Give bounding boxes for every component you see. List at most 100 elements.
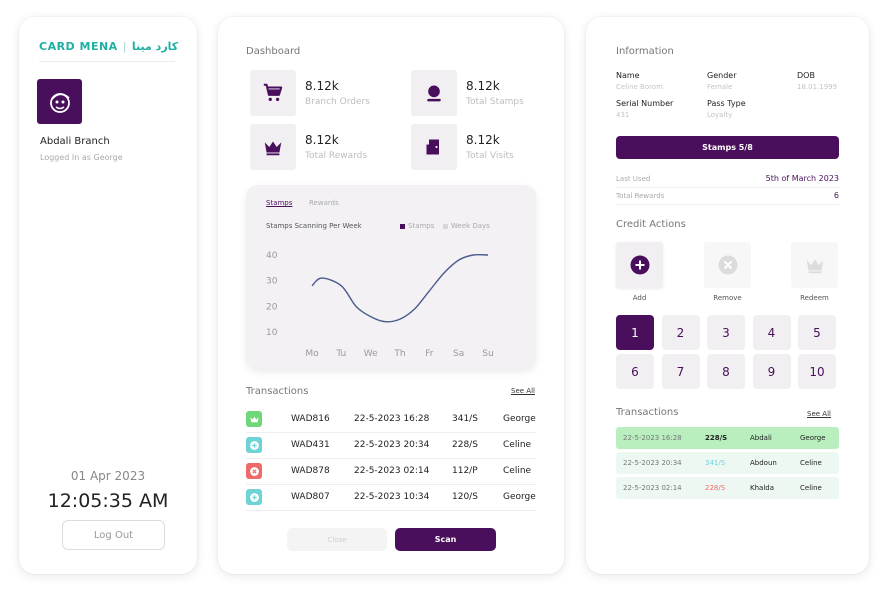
- customer-transaction-date: 22-5-2023 02:14: [623, 484, 682, 492]
- current-time: 12:05:35 AM: [47, 490, 169, 512]
- customer-see-all-link[interactable]: See All: [807, 410, 831, 418]
- branch-panel: CARD MENA | كارد مينا Abdali Branch Logg…: [19, 17, 197, 574]
- logo-separator: |: [122, 39, 127, 53]
- stamp-count-2-button[interactable]: 2: [661, 315, 700, 350]
- stamp-count-6-button[interactable]: 6: [616, 354, 654, 389]
- close-button[interactable]: Close: [287, 528, 387, 551]
- stamp-count-5-button[interactable]: 5: [798, 315, 836, 350]
- customer-transaction-amount: 228/S: [705, 434, 728, 442]
- y-tick-label: 20: [266, 302, 278, 312]
- x-tick-label: We: [364, 349, 378, 359]
- customer-transaction-row[interactable]: 22-5-2023 02:14 228/S Khalda Celine: [616, 477, 839, 499]
- transaction-date: 22-5-2023 02:14: [354, 466, 430, 476]
- plus-icon: [630, 255, 649, 275]
- x-tick-label: Sa: [453, 349, 464, 359]
- tab-stamps[interactable]: Stamps: [266, 199, 293, 207]
- total-visits-label: Total Visits: [466, 151, 514, 161]
- add-label: Add: [632, 294, 647, 302]
- legend-week-days: Week Days: [443, 222, 490, 230]
- transaction-row[interactable]: WAD878 22-5-2023 02:14 112/P Celine: [246, 459, 536, 485]
- transaction-customer: Celine: [503, 466, 532, 476]
- customer-transaction-row[interactable]: 22-5-2023 20:34 341/S Abdoun Celine: [616, 452, 839, 474]
- plus-icon: [246, 489, 262, 505]
- transaction-customer: George: [503, 414, 536, 424]
- plus-icon: [246, 437, 262, 453]
- dob-label: DOB: [797, 71, 815, 80]
- customer-transactions-title: Transactions: [616, 407, 679, 418]
- door-icon: [411, 124, 457, 170]
- transaction-row[interactable]: WAD431 22-5-2023 20:34 228/S Celine: [246, 433, 536, 459]
- stamp-count-10-button[interactable]: 10: [798, 354, 836, 389]
- dashboard-panel: Dashboard 8.12k Branch Orders 8.12k Tota…: [218, 17, 564, 574]
- transaction-date: 22-5-2023 20:34: [354, 440, 430, 450]
- total-rewards-row-label: Total Rewards: [616, 192, 665, 200]
- legend-label-stamps: Stamps: [408, 222, 435, 230]
- last-used-label: Last Used: [616, 175, 651, 183]
- total-visits-value: 8.12k: [466, 133, 500, 147]
- legend-label-week-days: Week Days: [451, 222, 490, 230]
- transaction-amount: 112/P: [452, 466, 478, 476]
- see-all-link[interactable]: See All: [511, 387, 535, 395]
- logout-button[interactable]: Log Out: [62, 520, 165, 550]
- crown-icon: [246, 411, 262, 427]
- logo-text-en: CARD MENA: [39, 39, 118, 53]
- stamp-count-8-button[interactable]: 8: [707, 354, 745, 389]
- transaction-amount: 228/S: [452, 440, 478, 450]
- stamp-count-4-button[interactable]: 4: [752, 315, 791, 350]
- stamp-icon: [411, 70, 457, 116]
- add-button[interactable]: [616, 242, 663, 288]
- scan-button[interactable]: Scan: [395, 528, 496, 551]
- transaction-row[interactable]: WAD807 22-5-2023 10:34 120/S George: [246, 485, 536, 511]
- stamps-progress-button[interactable]: Stamps 5/8: [616, 136, 839, 159]
- customer-transaction-date: 22-5-2023 16:28: [623, 434, 682, 442]
- transaction-id: WAD816: [291, 414, 330, 424]
- logged-in-user: Logged In as George: [40, 153, 123, 162]
- customer-panel: Information Name Celine Borom Gender Fem…: [586, 17, 869, 574]
- y-tick-label: 30: [266, 277, 278, 287]
- pass-type-value: Loyalty: [707, 111, 733, 119]
- transaction-amount: 341/S: [452, 414, 478, 424]
- redeem-label: Redeem: [800, 294, 829, 302]
- customer-transaction-customer: George: [800, 434, 826, 442]
- transaction-id: WAD807: [291, 492, 330, 502]
- remove-label: Remove: [713, 294, 742, 302]
- branch-orders-value: 8.12k: [305, 79, 339, 93]
- transaction-id: WAD431: [291, 440, 330, 450]
- transactions-title: Transactions: [246, 386, 309, 397]
- total-stamps-value: 8.12k: [466, 79, 500, 93]
- stamp-count-9-button[interactable]: 9: [752, 354, 791, 389]
- gender-label: Gender: [707, 71, 737, 80]
- transaction-customer: Celine: [503, 440, 532, 450]
- close-icon: [718, 255, 737, 275]
- branch-orders-label: Branch Orders: [305, 97, 370, 107]
- transaction-row[interactable]: WAD816 22-5-2023 16:28 341/S George: [246, 407, 536, 433]
- legend-swatch-stamps: [400, 223, 405, 229]
- y-tick-label: 40: [266, 251, 278, 261]
- total-rewards-row-value: 6: [833, 191, 839, 200]
- stamp-count-7-button[interactable]: 7: [661, 354, 700, 389]
- tab-rewards[interactable]: Rewards: [309, 199, 339, 207]
- total-rewards-label: Total Rewards: [305, 151, 368, 161]
- customer-transaction-customer: Celine: [800, 484, 822, 492]
- cart-icon: [250, 70, 296, 116]
- card-mena-logo: CARD MENA | كارد مينا: [39, 39, 178, 53]
- customer-transaction-amount: 228/S: [705, 484, 726, 492]
- crown-icon: [250, 124, 296, 170]
- gender-value: Female: [707, 83, 733, 91]
- customer-transaction-date: 22-5-2023 20:34: [623, 459, 682, 467]
- stamps-series-line: [311, 253, 489, 323]
- last-used-value: 5th of March 2023: [765, 174, 839, 183]
- stamp-count-3-button[interactable]: 3: [707, 315, 745, 350]
- total-stamps-label: Total Stamps: [466, 97, 524, 107]
- close-icon: [246, 463, 262, 479]
- crown-icon: [806, 259, 823, 274]
- customer-transaction-row[interactable]: 22-5-2023 16:28 228/S Abdali George: [616, 427, 839, 449]
- divider: [39, 61, 175, 62]
- branch-name: Abdali Branch: [40, 136, 110, 147]
- mascot-icon: [49, 92, 70, 113]
- total-rewards-value: 8.12k: [305, 133, 339, 147]
- redeem-button[interactable]: [791, 242, 838, 288]
- name-label: Name: [616, 71, 640, 80]
- remove-button[interactable]: [704, 242, 751, 288]
- stamp-count-1-button[interactable]: 1: [616, 315, 654, 350]
